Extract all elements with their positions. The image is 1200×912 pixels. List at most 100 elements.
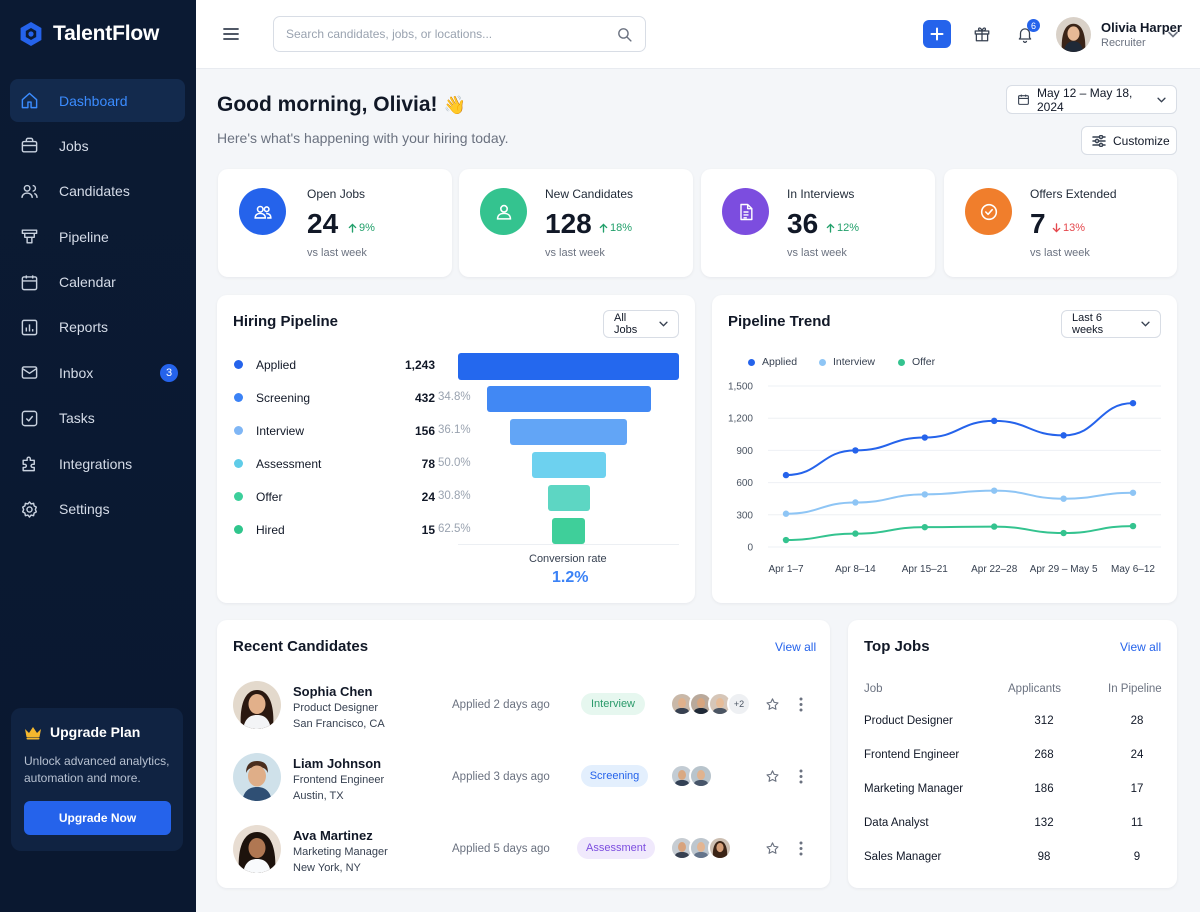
stat-card-new-candidates[interactable]: New Candidates 128 18% vs last week xyxy=(459,169,693,277)
gear-icon xyxy=(20,500,39,519)
pipeline-stage-row[interactable]: Applied 1,243 xyxy=(233,355,473,375)
interviewer-avatars[interactable] xyxy=(670,764,713,788)
sidebar-item-pipeline[interactable]: Pipeline xyxy=(10,215,185,258)
sidebar-item-inbox[interactable]: Inbox 3 xyxy=(10,351,185,394)
job-title: Product Designer xyxy=(864,715,953,727)
table-row[interactable]: Sales Manager 98 9 xyxy=(864,848,1164,868)
avatar[interactable] xyxy=(1056,17,1091,52)
stage-dot xyxy=(234,459,243,468)
candidate-name[interactable]: Liam Johnson xyxy=(293,756,382,771)
applied-time: Applied 3 days ago xyxy=(452,771,550,783)
stat-value: 128 xyxy=(545,208,592,239)
funnel-bar-assessment[interactable] xyxy=(532,452,606,478)
funnel-bar-hired[interactable] xyxy=(552,518,585,544)
table-row[interactable]: Data Analyst 132 11 xyxy=(864,814,1164,834)
table-row[interactable]: Marketing Manager 186 17 xyxy=(864,780,1164,800)
stage-count: 78 xyxy=(421,457,435,471)
applied-time: Applied 2 days ago xyxy=(452,699,550,711)
stat-card-open-jobs[interactable]: Open Jobs 24 9% vs last week xyxy=(218,169,452,277)
jobs-filter-dropdown[interactable]: All Jobs xyxy=(603,310,679,338)
pipeline-stage-row[interactable]: Offer 24 xyxy=(233,487,473,507)
gift-icon[interactable] xyxy=(973,25,991,43)
sidebar-item-reports[interactable]: Reports xyxy=(10,306,185,349)
briefcase-icon xyxy=(20,136,39,155)
more-options-icon[interactable] xyxy=(799,841,803,856)
sidebar-item-calendar[interactable]: Calendar xyxy=(10,261,185,304)
add-button[interactable] xyxy=(923,20,951,48)
avatar[interactable] xyxy=(233,681,281,729)
sidebar-item-integrations[interactable]: Integrations xyxy=(10,442,185,485)
stat-label: Open Jobs xyxy=(307,187,366,201)
pipeline-stage-row[interactable]: Assessment 78 xyxy=(233,454,473,474)
more-options-icon[interactable] xyxy=(799,697,803,712)
menu-icon[interactable] xyxy=(222,26,240,42)
avatar[interactable] xyxy=(233,825,281,873)
stat-compare: vs last week xyxy=(787,247,847,259)
funnel-bar-offer[interactable] xyxy=(548,485,590,511)
sidebar-item-label: Tasks xyxy=(59,410,95,427)
user-icon xyxy=(493,201,515,223)
crown-icon xyxy=(24,725,42,740)
search-icon[interactable] xyxy=(616,26,633,43)
interviewer-avatars[interactable]: +2 xyxy=(670,692,751,716)
chevron-down-icon[interactable] xyxy=(1168,31,1178,38)
interviewer-avatars[interactable] xyxy=(670,836,732,860)
stat-card-offers-extended[interactable]: Offers Extended 7 13% vs last week xyxy=(944,169,1177,277)
stage-conversion-pct: 50.0% xyxy=(438,457,471,469)
funnel-bar-screening[interactable] xyxy=(487,386,651,412)
card-title: Top Jobs xyxy=(864,638,930,655)
view-all-link[interactable]: View all xyxy=(1120,640,1162,654)
star-icon[interactable] xyxy=(765,841,780,856)
pipeline-stage-row[interactable]: Interview 156 xyxy=(233,421,473,441)
more-options-icon[interactable] xyxy=(799,769,803,784)
y-tick-label: 0 xyxy=(747,543,753,554)
funnel-bar-interview[interactable] xyxy=(510,419,627,445)
stage-dot xyxy=(234,492,243,501)
candidate-row[interactable]: Ava Martinez Marketing Manager New York,… xyxy=(233,825,813,885)
brand[interactable]: TalentFlow xyxy=(18,21,159,47)
search-input[interactable] xyxy=(286,27,586,41)
sidebar-item-tasks[interactable]: Tasks xyxy=(10,397,185,440)
check-circle-icon xyxy=(978,201,1000,223)
period-dropdown[interactable]: Last 6 weeks xyxy=(1061,310,1161,338)
more-avatars-count: +2 xyxy=(727,692,751,716)
star-icon[interactable] xyxy=(765,769,780,784)
job-title: Data Analyst xyxy=(864,817,929,829)
sidebar-item-dashboard[interactable]: Dashboard xyxy=(10,79,185,122)
pipeline-trend-card: Pipeline Trend Last 6 weeks Applied Inte… xyxy=(712,295,1177,603)
pipeline-stage-row[interactable]: Screening 432 xyxy=(233,388,473,408)
sidebar-item-candidates[interactable]: Candidates xyxy=(10,170,185,213)
pipeline-stage-row[interactable]: Hired 15 xyxy=(233,520,473,540)
candidate-row[interactable]: Liam Johnson Frontend Engineer Austin, T… xyxy=(233,753,813,813)
bell-icon[interactable] xyxy=(1016,25,1034,44)
stat-card-in-interviews[interactable]: In Interviews 36 12% vs last week xyxy=(701,169,935,277)
funnel-bar-applied[interactable] xyxy=(458,353,679,380)
candidate-row[interactable]: Sophia Chen Product Designer San Francis… xyxy=(233,681,813,741)
sidebar-item-label: Reports xyxy=(59,319,109,336)
stat-label: Offers Extended xyxy=(1030,187,1117,201)
view-all-link[interactable]: View all xyxy=(775,640,817,654)
upgrade-now-button[interactable]: Upgrade Now xyxy=(24,801,171,835)
date-range-picker[interactable]: May 12 – May 18, 2024 xyxy=(1006,85,1177,114)
data-point-applied xyxy=(1129,399,1137,407)
table-row[interactable]: Product Designer 312 28 xyxy=(864,712,1164,732)
star-icon[interactable] xyxy=(765,697,780,712)
trend-chart: 1,500 1,200 900 600 300 0 Apr 1–7 Apr 8–14 Apr 1… xyxy=(728,382,1161,575)
customize-button[interactable]: Customize xyxy=(1081,126,1177,155)
avatar[interactable] xyxy=(233,753,281,801)
sidebar-item-jobs[interactable]: Jobs xyxy=(10,124,185,167)
sidebar-item-settings[interactable]: Settings xyxy=(10,488,185,531)
table-row[interactable]: Frontend Engineer 268 24 xyxy=(864,746,1164,766)
user-name[interactable]: Olivia Harper xyxy=(1101,20,1182,35)
stage-name: Hired xyxy=(256,523,285,537)
candidate-role: Frontend Engineer xyxy=(293,774,385,786)
stage-dot xyxy=(234,393,243,402)
notification-badge: 6 xyxy=(1027,19,1040,32)
candidate-name[interactable]: Sophia Chen xyxy=(293,684,373,699)
sidebar-item-label: Inbox xyxy=(59,364,94,381)
stat-icon-circle xyxy=(722,188,769,235)
candidate-name[interactable]: Ava Martinez xyxy=(293,828,373,843)
funnel-baseline xyxy=(458,544,679,545)
job-title: Marketing Manager xyxy=(864,783,964,795)
status-badge: Interview xyxy=(581,693,645,715)
